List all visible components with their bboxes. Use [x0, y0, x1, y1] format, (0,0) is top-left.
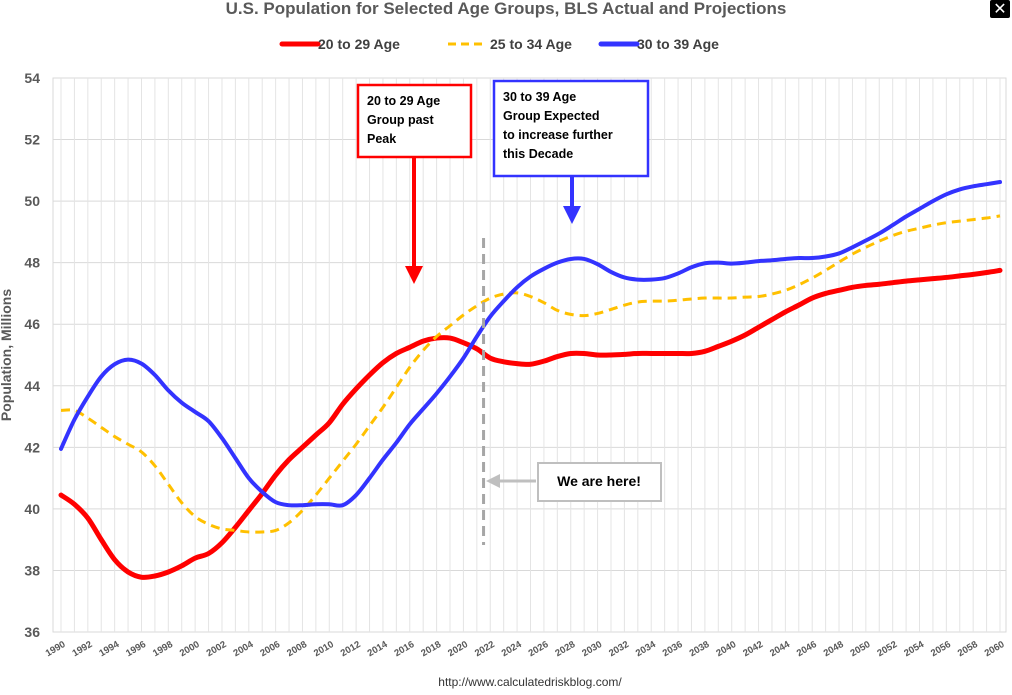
x-tick-label: 2056	[929, 639, 953, 659]
x-tick-label: 2028	[553, 639, 577, 659]
close-icon[interactable]: ✕	[990, 0, 1010, 18]
x-tick-label: 2032	[607, 639, 631, 659]
y-tick-label: 44	[24, 378, 40, 394]
y-tick-label: 40	[24, 501, 40, 517]
x-tick-label: 2034	[634, 639, 658, 659]
annotation-red-line-2: Group past	[367, 113, 435, 127]
x-tick-label: 2054	[902, 639, 926, 659]
annotation-box-gray	[537, 462, 662, 502]
y-axis-ticks: 36 38 40 42 44 46 48 50 52 54	[24, 70, 40, 640]
source-url: http://www.calculatedriskblog.com/	[438, 675, 622, 689]
annotation-blue-line-1: 30 to 39 Age	[503, 90, 576, 104]
legend-label: 30 to 39 Age	[637, 36, 719, 52]
x-tick-label: 2008	[285, 639, 309, 659]
x-tick-label: 2052	[875, 639, 899, 659]
y-tick-label: 50	[24, 193, 40, 209]
annotation-30-39-increase: 30 to 39 Age Group Expected to increase …	[492, 79, 650, 224]
x-tick-label: 2002	[205, 639, 229, 659]
annotation-gray-arrowhead	[486, 474, 500, 488]
x-tick-label: 2040	[714, 639, 738, 659]
x-tick-label: 1998	[151, 639, 175, 659]
x-tick-label: 2022	[473, 639, 497, 659]
x-tick-label: 2036	[661, 639, 685, 659]
series-line-20-to-29-age	[58, 267, 1003, 580]
annotation-box-blue	[492, 79, 650, 178]
y-axis-label: Population, Millions	[0, 289, 14, 421]
x-tick-label: 2024	[500, 639, 524, 659]
x-axis-ticks: 1990 1992 1994 1996 1998 2000 2002 2004 2006 2008…	[44, 639, 1007, 659]
x-tick-label: 2004	[231, 639, 255, 659]
chart-title: U.S. Population for Selected Age Groups,…	[226, 0, 787, 18]
x-tick-label: 2018	[419, 639, 443, 659]
legend-label: 25 to 34 Age	[490, 36, 572, 52]
annotation-red-line-1: 20 to 29 Age	[367, 94, 440, 108]
annotation-blue-line-2: Group Expected	[503, 109, 600, 123]
annotation-blue-line-3: to increase further	[503, 128, 613, 142]
x-tick-label: 1994	[97, 639, 121, 659]
x-tick-label: 2014	[366, 639, 390, 659]
y-tick-label: 38	[24, 562, 40, 578]
x-tick-label: 2006	[258, 639, 282, 659]
grid-horizontal	[53, 77, 1006, 633]
annotation-red-line-3: Peak	[367, 132, 396, 146]
y-tick-label: 48	[24, 255, 40, 271]
annotation-20-29-peak: 20 to 29 Age Group past Peak	[356, 83, 473, 284]
legend-label: 20 to 29 Age	[318, 36, 400, 52]
x-tick-label: 2058	[956, 639, 980, 659]
x-tick-label: 2060	[983, 639, 1007, 659]
series-layer	[58, 180, 1003, 580]
legend: 20 to 29 Age 25 to 34 Age 30 to 39 Age	[279, 36, 719, 52]
annotation-blue-arrowhead	[563, 206, 581, 224]
x-tick-label: 2048	[822, 639, 846, 659]
x-tick-label: 2026	[527, 639, 551, 659]
x-tick-label: 2030	[580, 639, 604, 659]
y-tick-label: 36	[24, 624, 40, 640]
x-tick-label: 2000	[178, 639, 202, 659]
x-tick-label: 2050	[849, 639, 873, 659]
y-tick-label: 42	[24, 439, 40, 455]
y-tick-label: 54	[24, 70, 40, 86]
x-tick-label: 2046	[795, 639, 819, 659]
x-tick-label: 1996	[124, 639, 148, 659]
x-tick-label: 2020	[446, 639, 470, 659]
x-tick-label: 1990	[44, 639, 68, 659]
x-tick-label: 2010	[312, 639, 336, 659]
x-tick-label: 2012	[339, 639, 363, 659]
annotation-we-are-here: We are here!	[486, 462, 662, 502]
x-tick-label: 2042	[741, 639, 765, 659]
annotation-blue-line-4: this Decade	[503, 147, 573, 161]
series-line-30-to-39-age	[59, 180, 1002, 508]
x-tick-label: 2044	[768, 639, 792, 659]
x-tick-label: 2038	[688, 639, 712, 659]
annotation-gray-text: We are here!	[557, 473, 641, 489]
annotation-red-arrowhead	[405, 266, 423, 284]
y-tick-label: 46	[24, 316, 40, 332]
x-tick-label: 2016	[392, 639, 416, 659]
x-tick-label: 1992	[71, 639, 95, 659]
series-line-25-to-34-age	[60, 214, 1001, 534]
y-tick-label: 52	[24, 132, 40, 148]
